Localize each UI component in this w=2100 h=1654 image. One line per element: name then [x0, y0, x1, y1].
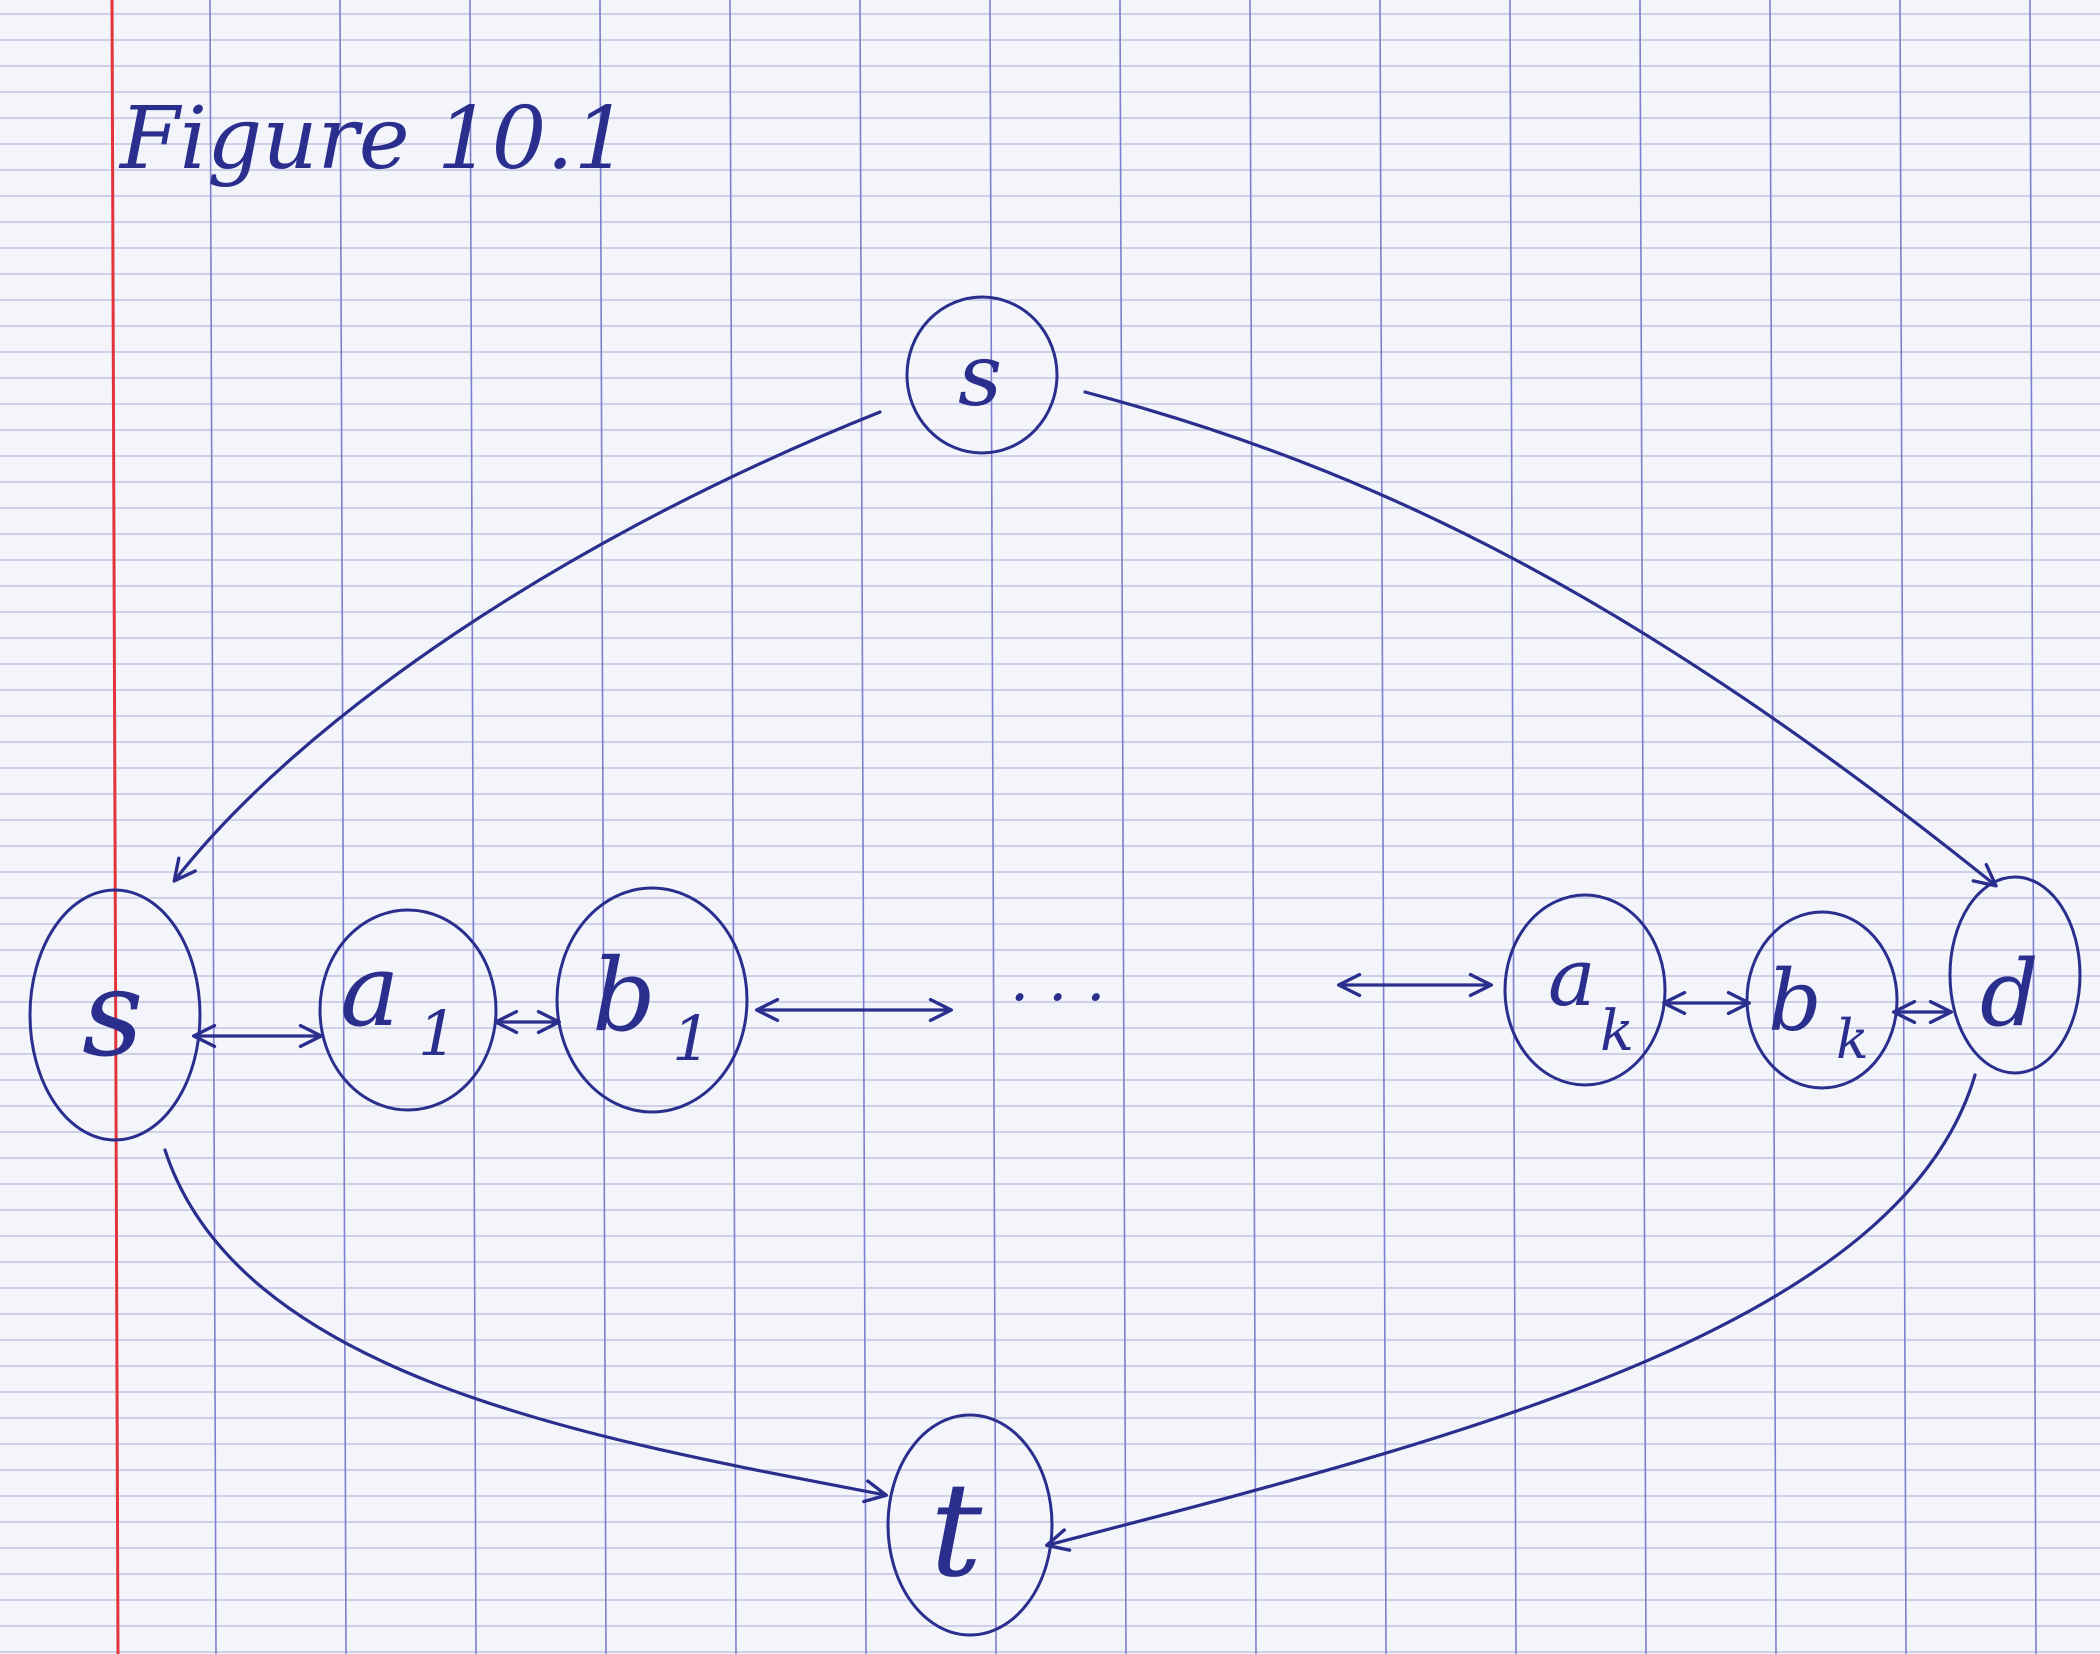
edges: [163, 390, 1998, 1552]
grid-line-vertical: [729, 0, 737, 1654]
node-b1: b 1: [555, 886, 749, 1114]
grid-line-vertical: [1249, 0, 1257, 1654]
svg-text:b: b: [592, 937, 656, 1054]
grid-line-vertical: [1899, 0, 1907, 1654]
grid-line-vertical: [599, 0, 607, 1654]
edge-s-left-to-t: [163, 1148, 888, 1504]
grid-line-vertical: [339, 0, 347, 1654]
grid-vertical-lines: [209, 0, 2037, 1654]
grid-line-vertical: [469, 0, 477, 1654]
margin-line: [110, 0, 120, 1654]
node-s-top: s: [905, 295, 1059, 455]
node-t: t: [886, 1413, 1054, 1637]
grid-line-vertical: [1769, 0, 1777, 1654]
grid-line-vertical: [989, 0, 997, 1654]
edge-d-to-t: [1045, 1073, 1977, 1552]
figure-title: Figure 10.1: [118, 89, 628, 189]
grid-line-vertical: [1509, 0, 1517, 1654]
edge-s-top-to-d: [1083, 390, 1998, 888]
grid-line-vertical: [1119, 0, 1127, 1654]
grid-line-vertical: [209, 0, 217, 1654]
svg-text:a: a: [340, 932, 400, 1049]
nodes: s s a 1 b 1 . . . a k b k d: [28, 295, 2082, 1637]
grid-line-vertical: [859, 0, 867, 1654]
node-a1: a 1: [318, 908, 498, 1112]
svg-text:t: t: [930, 1454, 983, 1606]
svg-text:d: d: [1980, 940, 2039, 1047]
svg-text:1: 1: [672, 1002, 711, 1075]
ellipsis: . . .: [1010, 945, 1105, 1015]
svg-text:1: 1: [418, 997, 457, 1070]
svg-text:a: a: [1548, 931, 1596, 1024]
svg-text:k: k: [1836, 1008, 1869, 1071]
svg-text:s: s: [958, 326, 1002, 426]
grid-horizontal-lines: [0, 13, 2100, 1653]
svg-text:k: k: [1600, 999, 1634, 1064]
grid-line-vertical: [1639, 0, 1647, 1654]
edge-s-top-to-s-left: [172, 410, 882, 883]
node-s-left: s: [28, 888, 202, 1142]
node-ak: a k: [1503, 893, 1667, 1087]
node-d: d: [1948, 875, 2082, 1075]
svg-text:s: s: [82, 945, 144, 1084]
node-bk: b k: [1745, 910, 1899, 1090]
grid-line-vertical: [1379, 0, 1387, 1654]
grid-line-vertical: [2029, 0, 2037, 1654]
svg-text:b: b: [1768, 952, 1822, 1050]
